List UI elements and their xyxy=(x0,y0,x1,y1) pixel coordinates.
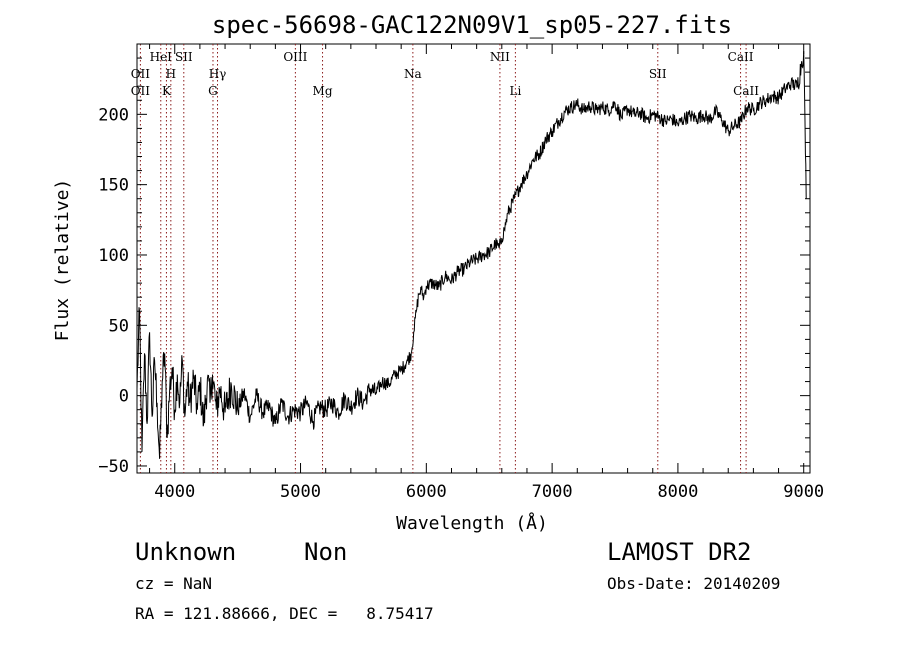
spectral-line-label: OII xyxy=(131,84,151,98)
object-class: Unknown xyxy=(135,538,237,566)
spectral-line-label: K xyxy=(162,84,172,98)
spectral-line-label: HeI xyxy=(150,50,173,64)
x-tick-label: 8000 xyxy=(657,482,698,502)
y-tick-label: 50 xyxy=(109,316,129,336)
survey-name: LAMOST DR2 xyxy=(607,538,752,566)
y-tick-label: 200 xyxy=(98,105,129,125)
obs-date: Obs-Date: 20140209 xyxy=(607,574,781,593)
x-tick-label: 5000 xyxy=(280,482,321,502)
y-tick-label: −50 xyxy=(98,457,129,477)
x-axis: 4000 5000 6000 7000 8000 9000 xyxy=(149,44,824,502)
chart-title: spec-56698-GAC122N09V1_sp05-227.fits xyxy=(212,11,732,39)
spectral-line-label: H xyxy=(166,67,176,81)
y-axis-label: Flux (relative) xyxy=(52,179,73,342)
x-axis-label: Wavelength (Å) xyxy=(396,512,548,534)
x-tick-label: 6000 xyxy=(406,482,447,502)
y-tick-label: 0 xyxy=(119,387,129,407)
coordinates: RA = 121.88666, DEC = 8.75417 xyxy=(135,604,434,623)
spectral-line-labels-layer: OII OII HeI KH SII G Hγ OIII Mg Na NII Li SII CaII CaI… xyxy=(131,50,760,98)
x-tick-label: 9000 xyxy=(783,482,824,502)
y-axis: −50 0 50 100 150 200 xyxy=(98,43,810,477)
flux-series-line xyxy=(136,50,807,459)
plot-frame xyxy=(136,43,811,474)
spectral-lines-layer xyxy=(139,44,747,473)
object-subclass: Non xyxy=(304,538,348,566)
spectral-line-label: CaII xyxy=(733,84,759,98)
redshift-value: cz = NaN xyxy=(135,574,213,593)
spectral-line-label: G xyxy=(208,84,218,98)
spectral-line-label: Hγ xyxy=(209,67,227,81)
spectral-line-label: Li xyxy=(509,84,521,98)
spectral-line-label: Mg xyxy=(313,84,333,98)
spectral-line-label: CaII xyxy=(728,50,754,64)
spectral-line-label: Na xyxy=(404,67,422,81)
spectral-line-label: SII xyxy=(649,67,667,81)
x-tick-label: 7000 xyxy=(532,482,573,502)
spectral-line-label: NII xyxy=(490,50,510,64)
spectral-line-label: OII xyxy=(131,67,151,81)
spectral-line-label: SII xyxy=(175,50,193,64)
spectral-line-label: OIII xyxy=(283,50,307,64)
y-tick-label: 150 xyxy=(98,176,129,196)
x-tick-label: 4000 xyxy=(154,482,195,502)
y-tick-label: 100 xyxy=(98,246,129,266)
